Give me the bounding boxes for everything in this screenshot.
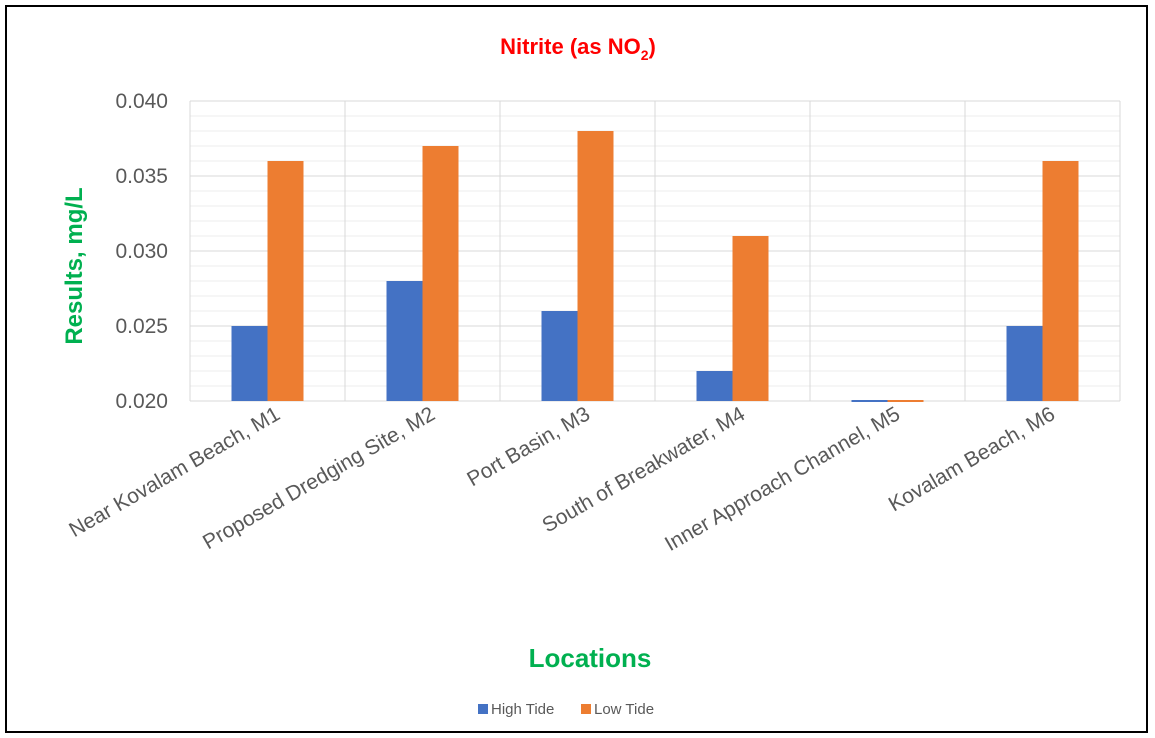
x-axis-label: Locations — [529, 643, 652, 673]
bar-high-tide-6 — [1006, 326, 1043, 401]
y-tick-label: 0.035 — [115, 165, 168, 188]
x-tick-label: Kovalam Beach, M6 — [885, 402, 1059, 516]
x-tick-label: Port Basin, M3 — [463, 402, 594, 491]
bar-low-tide-2 — [422, 146, 459, 401]
y-tick-label: 0.030 — [115, 240, 168, 263]
bar-low-tide-6 — [1042, 161, 1079, 401]
bars — [231, 131, 1079, 402]
legend: High Tide Low Tide — [478, 701, 654, 718]
chart-title: Nitrite (as NO2) — [500, 34, 656, 63]
legend-label-high-tide: High Tide — [491, 701, 554, 718]
legend-swatch-high-tide — [478, 704, 488, 714]
bar-high-tide-2 — [386, 281, 423, 401]
bar-high-tide-5 — [851, 400, 888, 402]
y-axis-label: Results, mg/L — [61, 187, 88, 344]
y-tick-label: 0.020 — [115, 390, 168, 413]
chart-title-subscript: 2 — [641, 47, 649, 63]
legend-swatch-low-tide — [581, 704, 591, 714]
bar-low-tide-1 — [267, 161, 304, 401]
bar-low-tide-5 — [887, 400, 924, 402]
bar-high-tide-3 — [541, 311, 578, 401]
y-tick-label: 0.040 — [115, 90, 168, 113]
bar-low-tide-4 — [732, 236, 769, 401]
chart-title-suffix: ) — [649, 34, 656, 59]
y-tick-labels: 0.020 0.025 0.030 0.035 0.040 — [115, 90, 168, 413]
legend-label-low-tide: Low Tide — [594, 701, 654, 718]
bar-low-tide-3 — [577, 131, 614, 401]
chart-title-main: Nitrite (as NO — [500, 34, 641, 59]
grid-lines — [189, 100, 1121, 402]
y-tick-label: 0.025 — [115, 315, 168, 338]
bar-high-tide-4 — [696, 371, 733, 401]
bar-high-tide-1 — [231, 326, 268, 401]
